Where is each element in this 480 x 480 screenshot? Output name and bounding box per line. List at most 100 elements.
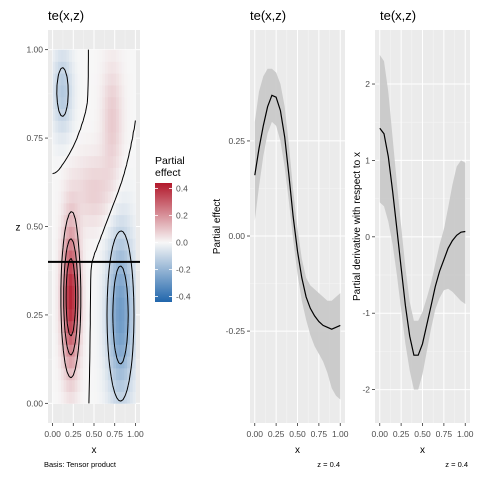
heatmap-cell: [69, 238, 73, 251]
heatmap-cell: [71, 297, 76, 310]
heatmap-tiles: [52, 49, 136, 404]
heatmap-cell: [74, 96, 78, 109]
heatmap-cell: [118, 344, 122, 357]
heatmap-cell: [80, 320, 84, 334]
heatmap-cell: [66, 120, 70, 133]
heatmap-cell: [110, 379, 114, 392]
heatmap-cell: [129, 108, 134, 121]
heatmap-cell: [69, 202, 73, 216]
heatmap-cell: [116, 202, 120, 216]
heatmap-cell: [60, 108, 65, 121]
heatmap-cell: [121, 132, 125, 145]
heatmap-cell: [107, 132, 111, 145]
heatmap-cell: [71, 49, 76, 62]
heatmap-cell: [88, 202, 92, 216]
heatmap-cell: [118, 108, 122, 121]
heatmap-cell: [124, 191, 128, 204]
heatmap-cell: [77, 85, 81, 98]
heatmap-cell: [58, 344, 62, 357]
heatmap-cell: [110, 191, 114, 204]
heatmap-cell: [96, 344, 100, 357]
heatmap-cell: [124, 379, 128, 392]
heatmap-cell: [60, 85, 65, 98]
heatmap-cell: [94, 391, 98, 404]
heatmap-cell: [55, 344, 59, 357]
heatmap-cell: [52, 273, 56, 286]
heatmap-cell: [113, 250, 117, 263]
heatmap-cell: [85, 309, 89, 322]
heatmap-cell: [80, 96, 84, 109]
heatmap-cell: [118, 191, 122, 204]
heatmap-cell: [99, 261, 103, 275]
heatmap-cell: [55, 143, 59, 157]
heatmap-cell: [129, 297, 134, 310]
heatmap-cell: [66, 297, 70, 310]
heatmap-cell: [118, 367, 122, 381]
heatmap-cell: [132, 367, 136, 381]
heatmap-cell: [94, 297, 98, 310]
heatmap-cell: [113, 120, 117, 133]
heatmap-cell: [113, 367, 117, 381]
heatmap-cell: [124, 85, 128, 98]
heatmap-cell: [105, 297, 109, 310]
heatmap-cell: [85, 344, 89, 357]
heatmap-cell: [58, 320, 62, 334]
heatmap-cell: [74, 332, 78, 345]
heatmap-cell: [107, 273, 111, 286]
x-axis-label: x: [420, 445, 425, 456]
heatmap-cell: [80, 73, 84, 86]
heatmap-cell: [91, 191, 95, 204]
heatmap-cell: [88, 367, 92, 381]
heatmap-cell: [69, 73, 73, 86]
heatmap-cell: [124, 167, 128, 180]
heatmap-cell: [116, 379, 120, 392]
heatmap-cell: [52, 391, 56, 404]
heatmap-cell: [77, 344, 81, 357]
heatmap-cell: [63, 132, 67, 145]
heatmap-cell: [127, 96, 131, 109]
heatmap-cell: [116, 73, 120, 86]
heatmap-cell: [91, 297, 95, 310]
heatmap-cell: [88, 167, 92, 180]
heatmap-cell: [69, 320, 73, 334]
heatmap-cell: [132, 73, 136, 86]
heatmap-cell: [63, 226, 67, 239]
heatmap-cell: [55, 226, 59, 239]
heatmap-cell: [102, 108, 106, 121]
tick-label-x: 1.00: [127, 429, 144, 439]
heatmap-cell: [66, 191, 70, 204]
heatmap-cell: [127, 261, 131, 275]
heatmap-cell: [52, 143, 56, 157]
heatmap-cell: [96, 191, 100, 204]
heatmap-cell: [118, 155, 122, 168]
heatmap-cell: [116, 143, 120, 157]
heatmap-cell: [94, 285, 98, 298]
heatmap-cell: [113, 356, 117, 369]
heatmap-cell: [88, 143, 92, 157]
heatmap-cell: [129, 85, 134, 98]
heatmap-cell: [80, 226, 84, 239]
heatmap-cell: [96, 214, 100, 227]
heatmap-cell: [113, 297, 117, 310]
heatmap-cell: [52, 320, 56, 334]
heatmap-cell: [82, 285, 87, 298]
heatmap-cell: [69, 273, 73, 286]
heatmap-cell: [132, 96, 136, 109]
heatmap-cell: [121, 202, 125, 216]
heatmap-cell: [94, 309, 98, 322]
heatmap-cell: [52, 367, 56, 381]
heatmap-cell: [113, 85, 117, 98]
heatmap-cell: [121, 96, 125, 109]
heatmap-cell: [63, 49, 67, 62]
heatmap-cell: [94, 49, 98, 62]
heatmap-cell: [127, 120, 131, 133]
heatmap-cell: [74, 132, 78, 145]
heatmap-cell: [113, 285, 117, 298]
heatmap-cell: [91, 285, 95, 298]
heatmap-cell: [121, 250, 125, 263]
heatmap-cell: [69, 391, 73, 404]
heatmap-cell: [121, 332, 125, 345]
heatmap-cell: [124, 367, 128, 381]
heatmap-cell: [85, 297, 89, 310]
heatmap-cell: [80, 143, 84, 157]
